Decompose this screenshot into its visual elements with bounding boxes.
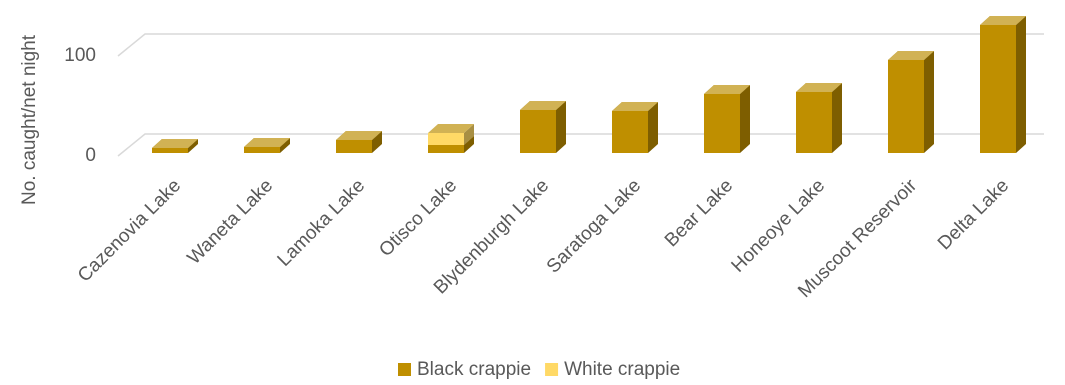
bar-side [464,136,474,153]
bar [980,16,1026,25]
bar-side [280,138,290,153]
bar-side [556,101,566,153]
bar [704,85,750,153]
bar-side [740,85,750,153]
bar [796,83,842,153]
bar [888,51,934,60]
x-tick-label: Otisco Lake [375,175,461,261]
bar-top [888,51,934,60]
x-tick-label: Cazenovia Lake [74,175,185,286]
x-tick-label: Delta Lake [934,175,1013,254]
x-tick-label: Saratoga Lake [543,175,645,277]
bar-side [188,139,198,153]
bar-front [336,140,372,153]
bar-front [152,148,188,153]
bar-top [428,124,474,133]
bar-top [152,139,198,148]
bar [704,85,750,94]
y-tick-label: 0 [85,145,96,166]
bar-front [612,111,648,153]
bar-front [428,133,464,145]
x-tick-label: Waneta Lake [184,175,278,269]
bar-side [1016,16,1026,153]
bar-top [244,138,290,147]
bar-top [796,83,842,92]
bar-side [924,51,934,153]
x-tick-label: Honeoye Lake [728,175,830,277]
grid-line [117,33,1044,57]
bar [152,139,198,148]
bar [612,102,658,111]
bar [796,83,842,92]
bar-front [520,110,556,153]
bar [244,138,290,147]
legend-label: Black crappie [417,359,531,380]
bar [980,16,1026,153]
x-tick-label: Bear Lake [661,175,737,251]
bar-top [704,85,750,94]
bar [888,51,934,153]
y-tick-label: 100 [64,45,96,66]
bar-front [888,60,924,153]
bar-front [244,147,280,153]
bar-front [428,145,464,153]
bar [520,101,566,110]
bar-side [648,102,658,153]
bar-top [612,102,658,111]
y-axis-title: No. caught/net night [19,34,40,205]
bar-front [704,94,740,153]
bar-top [336,131,382,140]
bar [336,131,382,140]
legend-swatch [398,363,411,376]
x-tick-label: Lamoka Lake [274,175,370,271]
legend-swatch [545,363,559,376]
bar-side [832,83,842,153]
bar-side [464,124,474,145]
bar-front [980,25,1016,153]
bar-side [372,131,382,153]
legend-label: White crappie [564,359,680,380]
bar-top [520,101,566,110]
bar [428,124,474,145]
bar-front [796,92,832,153]
bar-top [980,16,1026,25]
